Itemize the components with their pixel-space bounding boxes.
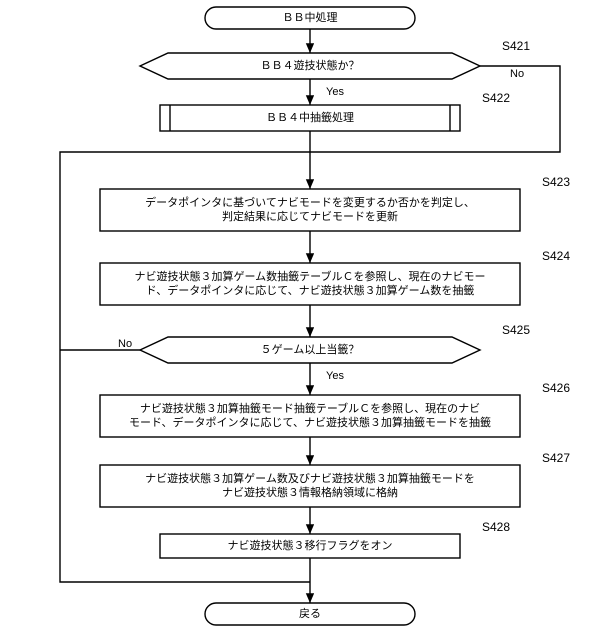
svg-text:No: No — [118, 338, 132, 350]
svg-text:S426: S426 — [542, 381, 570, 395]
svg-text:S424: S424 — [542, 249, 570, 263]
svg-text:ナビ遊技状態３加算ゲーム数及びナビ遊技状態３加算抽籤モードを: ナビ遊技状態３加算ゲーム数及びナビ遊技状態３加算抽籤モードを — [145, 471, 475, 485]
flowchart-canvas: ＢＢ中処理 ＢＢ４遊技状態か？ S421 ＢＢ４中抽籤処理 S422 データポインタに基づ… — [0, 0, 614, 638]
svg-text:Yes: Yes — [326, 86, 344, 98]
svg-text:ナビ遊技状態３情報格納領域に格納: ナビ遊技状態３情報格納領域に格納 — [222, 485, 398, 499]
svg-text:モード、データポインタに応じて、ナビ遊技状態３加算抽籤モード: モード、データポインタに応じて、ナビ遊技状態３加算抽籤モードを抽籤 — [129, 415, 491, 429]
svg-text:S422: S422 — [482, 91, 510, 105]
svg-text:S421: S421 — [502, 39, 530, 53]
svg-text:戻る: 戻る — [299, 607, 321, 620]
svg-text:ナビ遊技状態３加算抽籤モード抽籤テーブルＣを参照し、現在のナ: ナビ遊技状態３加算抽籤モード抽籤テーブルＣを参照し、現在のナビ — [140, 401, 480, 415]
svg-text:ＢＢ中処理: ＢＢ中処理 — [283, 11, 338, 24]
svg-text:ナビ遊技状態３移行フラグをオン: ナビ遊技状態３移行フラグをオン — [228, 538, 393, 552]
svg-text:判定結果に応じてナビモードを更新: 判定結果に応じてナビモードを更新 — [222, 209, 398, 223]
svg-text:Yes: Yes — [326, 370, 344, 382]
svg-text:ナビ遊技状態３加算ゲーム数抽籤テーブルＣを参照し、現在のナビ: ナビ遊技状態３加算ゲーム数抽籤テーブルＣを参照し、現在のナビモー — [134, 269, 485, 283]
svg-text:S425: S425 — [502, 323, 530, 337]
svg-text:データポインタに基づいてナビモードを変更するか否かを判定し、: データポインタに基づいてナビモードを変更するか否かを判定し、 — [145, 195, 475, 209]
svg-text:No: No — [510, 68, 524, 80]
svg-text:５ゲーム以上当籤？: ５ゲーム以上当籤？ — [261, 342, 360, 356]
svg-text:S428: S428 — [482, 520, 510, 534]
svg-text:ド、データポインタに応じて、ナビ遊技状態３加算ゲーム数を抽籤: ド、データポインタに応じて、ナビ遊技状態３加算ゲーム数を抽籤 — [146, 283, 475, 297]
svg-text:ＢＢ４遊技状態か？: ＢＢ４遊技状態か？ — [261, 58, 360, 72]
svg-text:ＢＢ４中抽籤処理: ＢＢ４中抽籤処理 — [266, 110, 354, 124]
svg-text:S423: S423 — [542, 175, 570, 189]
svg-text:S427: S427 — [542, 451, 570, 465]
